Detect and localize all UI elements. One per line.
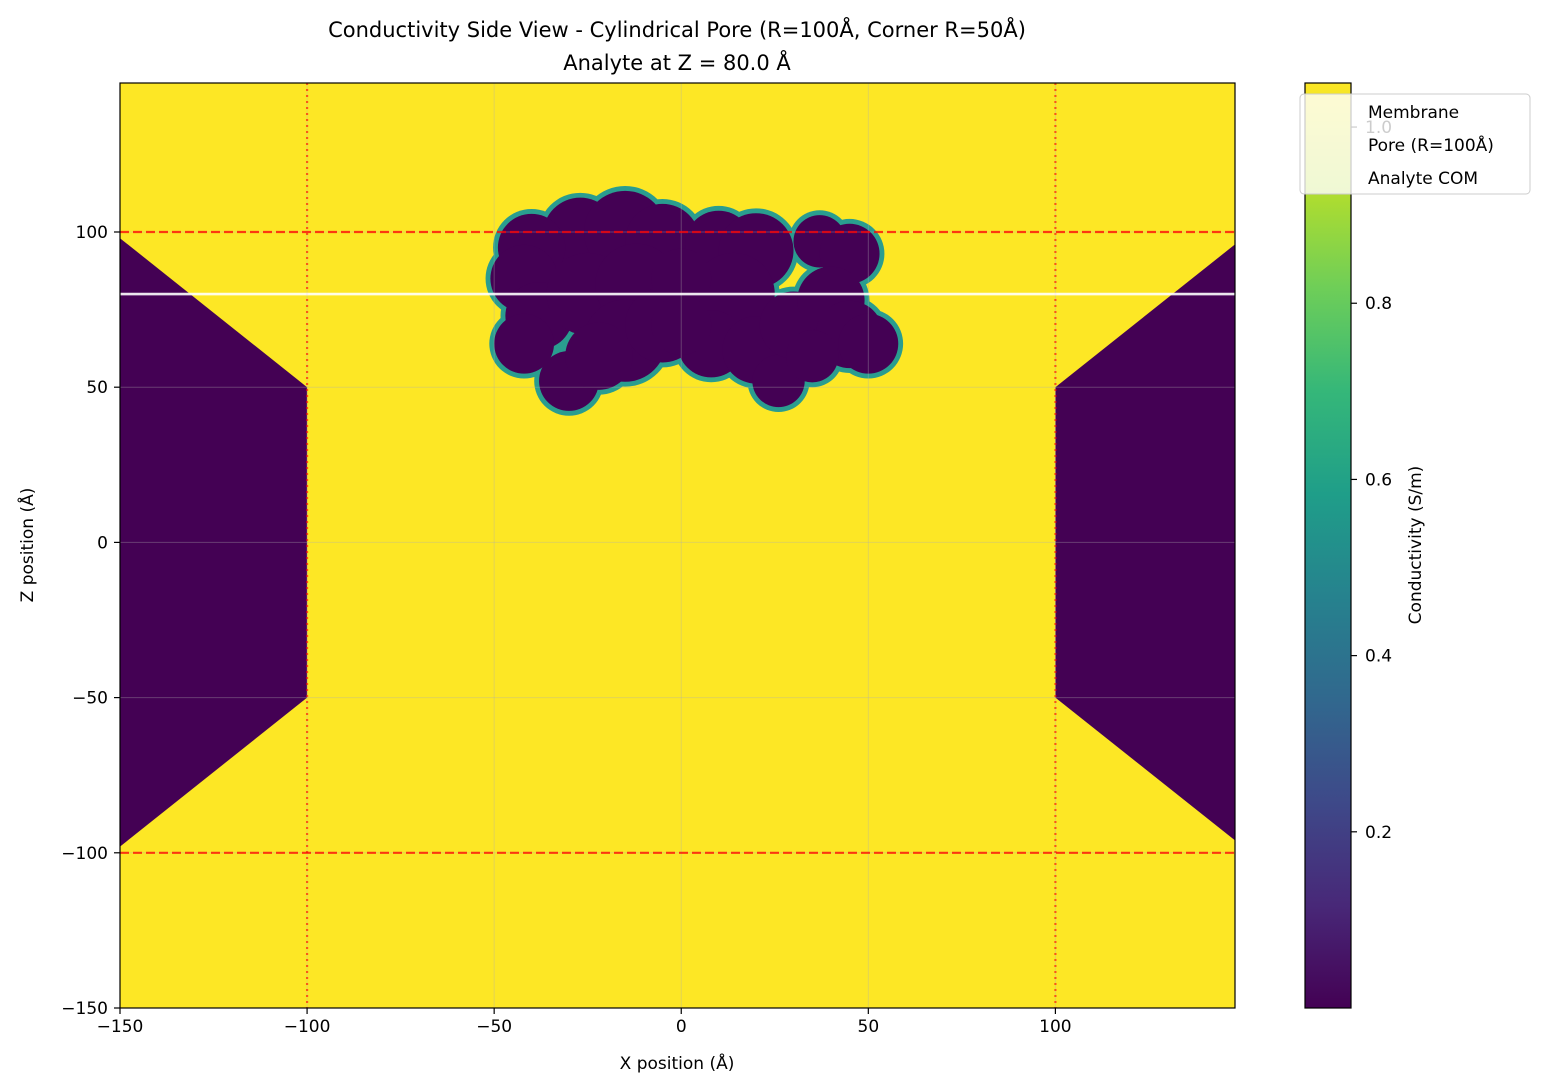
x-tick-label: 0 [676,1017,687,1037]
x-tick-label: 100 [1039,1017,1071,1037]
colorbar-tick-label: 0.4 [1365,647,1392,667]
y-tick-label: −150 [61,999,108,1019]
colorbar-tick-label: 0.8 [1365,294,1392,314]
chart-subtitle: Analyte at Z = 80.0 Å [563,49,791,75]
colorbar-tick-label: 0.2 [1365,823,1392,843]
analyte-core-blob [651,295,712,356]
y-tick-label: 50 [86,378,108,398]
y-tick-label: 100 [76,223,108,243]
y-tick-label: −50 [72,689,108,709]
y-axis-label: Z position (Å) [16,488,38,603]
legend-entry: Pore (R=100Å) [1368,134,1494,156]
x-tick-label: −50 [476,1017,512,1037]
colorbar-gradient [1304,82,1352,1009]
legend-entry: Membrane [1368,103,1459,123]
plot-frame [119,82,1236,1009]
colorbar-label: Conductivity (S/m) [1406,466,1426,625]
y-tick-label: 0 [97,533,108,553]
x-tick-label: −150 [97,1017,144,1037]
analyte-core-blob [838,313,899,374]
y-tick-label: −100 [61,844,108,864]
membrane-left [120,238,308,847]
colorbar: 0.20.40.60.81.0 [1304,82,1392,1009]
analyte-core-blob [494,313,555,374]
analyte-core-blob [786,329,839,383]
legend: Membrane Pore (R=100Å) Analyte COM [1299,93,1531,195]
axes: −150 −100 −50 0 50 100 −150 −100 −50 0 50 100 [61,82,1236,1037]
chart-title: Conductivity Side View - Cylindrical Por… [328,16,1026,42]
x-tick-label: −100 [284,1017,331,1037]
analyte-core-blob [565,322,633,390]
analyte-body [485,185,904,416]
plot-area [120,83,1235,1008]
x-axis-label: X position (Å) [620,1052,735,1074]
legend-box [1299,93,1531,195]
membrane-right [1055,244,1235,841]
colorbar-tick-label: 0.6 [1365,470,1392,490]
x-tick-label: 50 [858,1017,880,1037]
legend-entry: Analyte COM [1368,169,1478,189]
